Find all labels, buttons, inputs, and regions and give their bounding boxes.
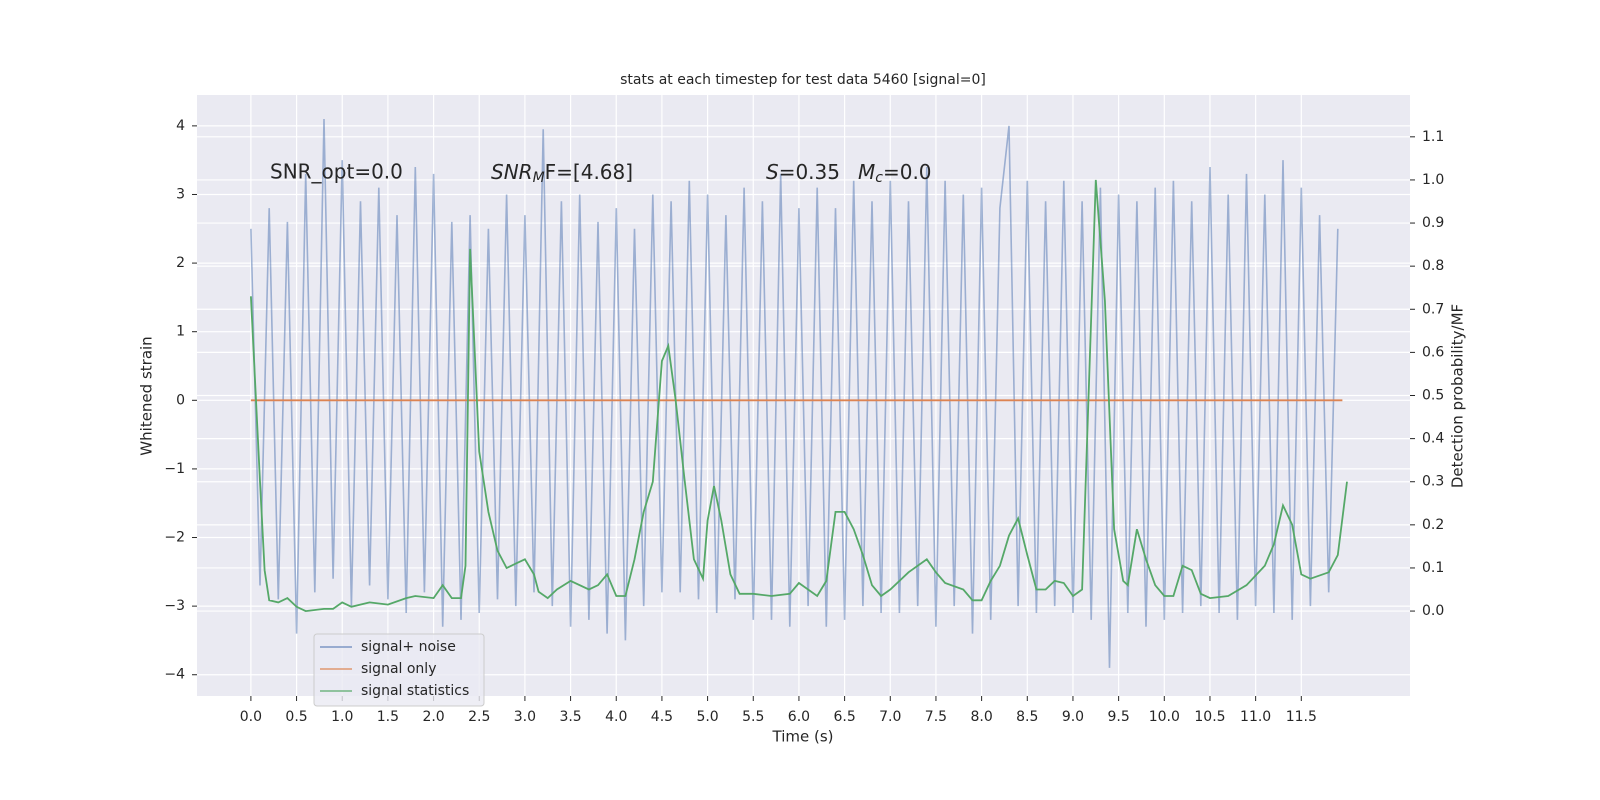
y-tick-label: 3 <box>176 186 185 202</box>
y2-tick-label: 1.0 <box>1422 172 1444 188</box>
series-line <box>250 118 1339 668</box>
y-tick-label: 4 <box>176 118 185 134</box>
annotation: SNR_opt=0.0 <box>270 160 403 184</box>
annotation-part: S <box>766 160 779 184</box>
annotation-part: F=[4.68] <box>545 160 633 184</box>
y-tick-label: 1 <box>176 324 185 340</box>
x-tick-label: 1.0 <box>331 709 353 725</box>
x-tick-label: 5.5 <box>742 709 764 725</box>
x-tick-label: 6.0 <box>788 709 810 725</box>
y2-tick-label: 0.8 <box>1422 258 1444 274</box>
overlay: SNR_opt=0.0 SNRMF=[4.68] S=0.35 Mc=0.0signa… <box>270 160 932 707</box>
x-tick-label: 11.0 <box>1240 709 1271 725</box>
marks <box>250 118 1348 668</box>
annotation-part: c <box>875 170 883 186</box>
x-tick-label: 8.0 <box>970 709 992 725</box>
y-tick-label: −3 <box>164 598 185 614</box>
y2-tick-label: 0.9 <box>1422 215 1444 231</box>
legend-box <box>313 633 485 707</box>
y-tick-label: −4 <box>164 667 185 683</box>
legend-label: signal statistics <box>361 683 469 699</box>
y2-axis-label: Detection probability/MF <box>1449 304 1467 488</box>
x-tick-label: 10.5 <box>1194 709 1225 725</box>
legend-label: signal only <box>361 661 436 677</box>
annotation-part: =0.0 <box>883 160 932 184</box>
x-tick-label: 3.5 <box>559 709 581 725</box>
x-tick-label: 5.0 <box>696 709 718 725</box>
series-line <box>250 179 1348 613</box>
x-tick-label: 2.5 <box>468 709 490 725</box>
y-axis-label: Whitened strain <box>138 336 156 455</box>
x-tick-label: 9.0 <box>1062 709 1084 725</box>
annotation-part: M <box>858 160 875 184</box>
y-tick-label: −2 <box>164 530 185 546</box>
x-tick-label: 0.0 <box>240 709 262 725</box>
y2-tick-label: 0.7 <box>1422 301 1444 317</box>
y2-tick-label: 0.5 <box>1422 388 1444 404</box>
annotation: SNRMF=[4.68] <box>491 160 633 187</box>
y2-tick-label: 0.3 <box>1422 474 1444 490</box>
y2-tick-label: 0.0 <box>1422 603 1444 619</box>
x-tick-label: 3.0 <box>514 709 536 725</box>
chart-title: stats at each timestep for test data 546… <box>620 72 986 88</box>
annotation-part: SNR <box>491 160 533 184</box>
annotation-part: M <box>533 170 545 186</box>
y2-tick-label: 0.4 <box>1422 431 1444 447</box>
x-tick-label: 2.0 <box>422 709 444 725</box>
y2-tick-label: 0.1 <box>1422 560 1444 576</box>
y-tick-label: −1 <box>164 461 185 477</box>
x-tick-label: 7.5 <box>925 709 947 725</box>
annotation-part: =0.35 <box>779 160 840 184</box>
legend-label: signal+ noise <box>361 639 456 655</box>
x-tick-label: 1.5 <box>377 709 399 725</box>
x-tick-label: 10.0 <box>1149 709 1180 725</box>
x-tick-label: 4.0 <box>605 709 627 725</box>
y-tick-label: 2 <box>176 255 185 271</box>
x-tick-label: 8.5 <box>1016 709 1038 725</box>
x-tick-label: 4.5 <box>651 709 673 725</box>
x-tick-label: 11.5 <box>1286 709 1317 725</box>
x-tick-label: 6.5 <box>833 709 855 725</box>
x-tick-label: 0.5 <box>285 709 307 725</box>
x-axis-label: Time (s) <box>772 728 834 746</box>
annotation: S=0.35 <box>766 160 840 184</box>
y-tick-label: 0 <box>176 392 185 408</box>
y2-tick-label: 1.1 <box>1422 129 1444 145</box>
annotation: Mc=0.0 <box>858 160 932 187</box>
x-tick-label: 7.0 <box>879 709 901 725</box>
x-tick-label: 9.5 <box>1107 709 1129 725</box>
y2-tick-label: 0.2 <box>1422 517 1444 533</box>
y2-tick-label: 0.6 <box>1422 344 1444 360</box>
